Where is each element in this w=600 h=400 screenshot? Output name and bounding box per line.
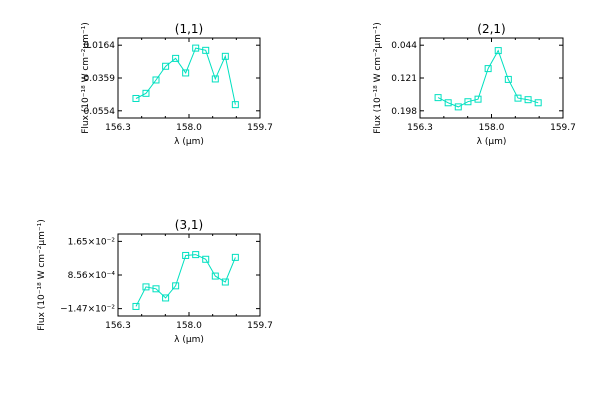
data-point — [172, 54, 180, 62]
x-axis-label: λ (μm) — [477, 137, 507, 147]
y-axis-label: Flux (10⁻¹⁸ W cm⁻²μm⁻¹) — [81, 22, 91, 134]
data-point — [202, 46, 210, 54]
y-tick-label: 0.044 — [391, 41, 417, 51]
data-point — [524, 96, 532, 104]
data-point — [182, 69, 190, 77]
data-point — [504, 75, 512, 83]
data-point — [152, 285, 160, 293]
y-tick-label: 0.0554 — [84, 107, 116, 117]
x-axis-label: λ (μm) — [174, 137, 204, 147]
x-tick-label: 156.3 — [105, 123, 131, 133]
x-tick-label: 159.7 — [247, 321, 273, 331]
data-point — [464, 98, 472, 106]
x-tick-label: 159.7 — [550, 123, 576, 133]
data-point — [514, 94, 522, 102]
x-tick-label: 158.0 — [176, 123, 202, 133]
data-point — [192, 251, 200, 259]
x-tick-label: 158.0 — [479, 123, 505, 133]
x-tick-label: 156.3 — [105, 321, 131, 331]
data-point — [484, 65, 492, 73]
data-point — [494, 47, 502, 55]
chart-title: (2,1) — [477, 22, 505, 36]
data-point — [211, 272, 219, 280]
data-point — [182, 251, 190, 259]
data-point — [132, 94, 140, 102]
data-point — [152, 76, 160, 84]
data-point — [474, 95, 482, 103]
data-point — [221, 52, 229, 60]
data-point — [192, 44, 200, 52]
y-tick-label: 0.0359 — [84, 74, 116, 84]
data-point — [132, 302, 140, 310]
y-tick-label: 1.65×10⁻² — [68, 237, 116, 247]
data-point — [202, 255, 210, 263]
data-point — [231, 101, 239, 109]
data-point — [211, 75, 219, 83]
y-axis-label: Flux (10⁻¹⁸ W cm⁻²μm⁻¹) — [373, 22, 383, 134]
y-tick-label: 0.198 — [391, 107, 417, 117]
data-point — [444, 99, 452, 107]
x-tick-label: 159.7 — [247, 123, 273, 133]
data-point — [142, 89, 150, 97]
y-axis-label: Flux (10⁻¹⁸ W cm⁻²μm⁻¹) — [37, 219, 47, 331]
chart-title: (3,1) — [175, 218, 203, 232]
data-point — [434, 94, 442, 102]
y-tick-label: −1.47×10⁻² — [60, 305, 115, 315]
series-line — [437, 49, 539, 108]
data-point — [534, 99, 542, 107]
y-tick-label: 8.56×10⁻⁴ — [68, 271, 116, 281]
series-line — [135, 47, 236, 105]
chart-panel-2: (2,1) 156.3 158.0 159.7 0.044 0.121 0.198 λ (μm… — [373, 22, 576, 147]
x-tick-label: 156.3 — [407, 123, 433, 133]
series-line — [135, 254, 236, 307]
data-point — [142, 283, 150, 291]
data-point — [162, 62, 170, 70]
data-point — [221, 278, 229, 286]
x-axis-label: λ (μm) — [174, 335, 204, 345]
chart-title: (1,1) — [175, 22, 203, 36]
x-tick-label: 158.0 — [176, 321, 202, 331]
chart-panel-3: (3,1) 156.3 158.0 159.7 1.65×10⁻² 8.56×10⁻⁴ −1… — [37, 218, 273, 345]
y-tick-label: 0.0164 — [84, 41, 116, 51]
data-point — [454, 103, 462, 111]
chart-panel-1: (1,1) 156.3 158.0 159.7 0.0164 0.0359 0.0554 λ … — [81, 22, 273, 147]
data-point — [231, 253, 239, 261]
y-tick-label: 0.121 — [391, 74, 417, 84]
data-point — [162, 294, 170, 302]
data-point — [172, 282, 180, 290]
